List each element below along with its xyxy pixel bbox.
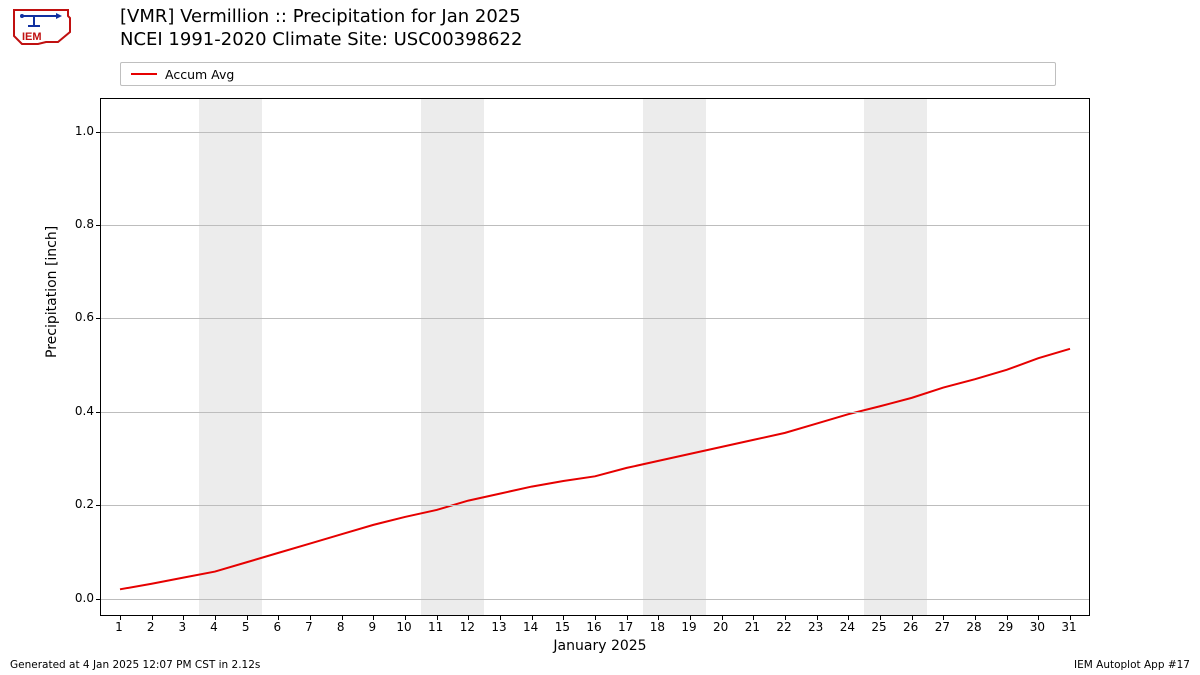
x-tick-label: 9 [369,620,377,634]
x-tick-label: 7 [305,620,313,634]
footer-appid: IEM Autoplot App #17 [1074,659,1190,671]
x-tick-label: 24 [840,620,855,634]
y-axis-label: Precipitation [inch] [44,226,60,358]
x-tick-label: 12 [460,620,475,634]
legend-swatch-icon [131,73,157,75]
x-tick-label: 8 [337,620,345,634]
y-tick-mark [96,599,101,600]
x-tick-label: 14 [523,620,538,634]
x-tick-label: 26 [903,620,918,634]
x-tick-label: 19 [681,620,696,634]
data-line [101,99,1089,615]
y-tick-mark [96,412,101,413]
y-tick-label: 0.4 [4,404,94,418]
gridline [101,225,1089,226]
x-tick-label: 17 [618,620,633,634]
x-tick-label: 20 [713,620,728,634]
y-tick-label: 0.6 [4,310,94,324]
legend: Accum Avg [120,62,1056,86]
x-tick-label: 18 [650,620,665,634]
y-tick-label: 0.8 [4,217,94,231]
y-tick-mark [96,505,101,506]
accum-avg-line [120,349,1070,589]
y-tick-mark [96,225,101,226]
title-line-1: [VMR] Vermillion :: Precipitation for Ja… [120,6,522,29]
x-tick-label: 2 [147,620,155,634]
y-tick-mark [96,132,101,133]
x-tick-label: 30 [1030,620,1045,634]
gridline [101,132,1089,133]
x-tick-label: 11 [428,620,443,634]
x-tick-label: 16 [586,620,601,634]
gridline [101,599,1089,600]
footer-generated: Generated at 4 Jan 2025 12:07 PM CST in … [10,659,260,671]
x-tick-label: 13 [491,620,506,634]
x-tick-label: 22 [776,620,791,634]
x-tick-label: 4 [210,620,218,634]
x-axis-label: January 2025 [0,638,1200,654]
x-tick-label: 21 [745,620,760,634]
x-tick-label: 27 [935,620,950,634]
y-tick-label: 0.0 [4,591,94,605]
title-line-2: NCEI 1991-2020 Climate Site: USC00398622 [120,29,522,52]
legend-label: Accum Avg [165,67,234,82]
x-tick-label: 25 [871,620,886,634]
gridline [101,318,1089,319]
y-tick-mark [96,318,101,319]
x-tick-label: 28 [966,620,981,634]
y-tick-label: 0.2 [4,497,94,511]
iem-logo: IEM [8,4,76,48]
x-tick-label: 1 [115,620,123,634]
x-tick-label: 6 [274,620,282,634]
y-tick-label: 1.0 [4,124,94,138]
x-tick-label: 23 [808,620,823,634]
x-tick-label: 3 [179,620,187,634]
x-tick-label: 29 [998,620,1013,634]
x-tick-label: 5 [242,620,250,634]
x-tick-label: 31 [1061,620,1076,634]
gridline [101,505,1089,506]
x-tick-label: 15 [555,620,570,634]
chart-plot-area [100,98,1090,616]
gridline [101,412,1089,413]
svg-text:IEM: IEM [22,31,42,43]
x-tick-label: 10 [396,620,411,634]
chart-title: [VMR] Vermillion :: Precipitation for Ja… [120,6,522,51]
